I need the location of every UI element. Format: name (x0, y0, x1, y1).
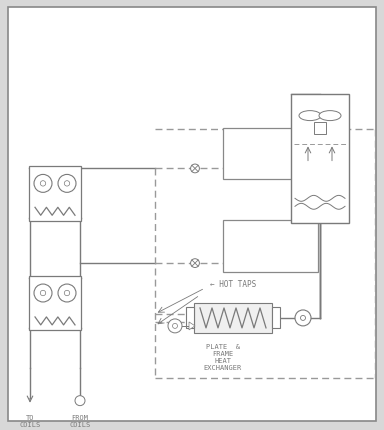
Bar (194, 303, 272, 333)
Text: TO
COILS: TO COILS (19, 414, 41, 427)
Bar (222, 221, 318, 273)
Bar (291, 95, 349, 224)
Bar (272, 308, 280, 329)
Text: ← HOT TAPS: ← HOT TAPS (210, 279, 256, 288)
Circle shape (64, 181, 70, 187)
Bar (222, 128, 318, 180)
Text: AIR
COOLED
CHILLER: AIR COOLED CHILLER (255, 237, 285, 257)
Circle shape (58, 284, 76, 302)
Circle shape (295, 310, 311, 326)
Circle shape (301, 316, 306, 321)
Bar (314, 122, 326, 134)
Text: FROM
COILS: FROM COILS (70, 414, 91, 427)
Ellipse shape (319, 111, 341, 121)
Circle shape (190, 165, 199, 173)
Circle shape (40, 291, 46, 296)
Circle shape (64, 291, 70, 296)
Circle shape (40, 181, 46, 187)
Circle shape (34, 175, 52, 193)
Polygon shape (189, 322, 195, 330)
Bar (29, 276, 81, 331)
Bar (29, 166, 81, 221)
Circle shape (34, 284, 52, 302)
Circle shape (168, 319, 182, 333)
Bar (186, 308, 194, 329)
Circle shape (190, 259, 199, 268)
Ellipse shape (299, 111, 321, 121)
Text: AIR
COOLED
CHILLER: AIR COOLED CHILLER (255, 144, 285, 164)
Circle shape (172, 324, 177, 329)
Text: PLATE  &
FRAME
HEAT
EXCHANGER: PLATE & FRAME HEAT EXCHANGER (204, 343, 242, 370)
Circle shape (75, 396, 85, 405)
Circle shape (58, 175, 76, 193)
